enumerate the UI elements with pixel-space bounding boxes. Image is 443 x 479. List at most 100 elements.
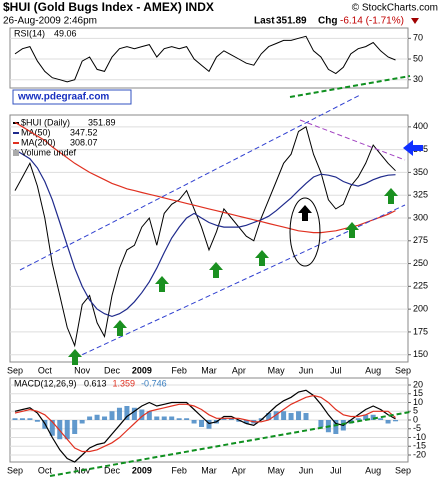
histogram-bar <box>49 420 55 436</box>
y-tick-label: 400 <box>413 121 428 131</box>
y-tick-label: 325 <box>413 190 428 200</box>
last-label: Last <box>254 16 275 27</box>
x-tick-label: Apr <box>232 365 246 375</box>
x-tick-label: Mar <box>201 365 217 375</box>
histogram-bar <box>102 416 108 420</box>
rsi-trend <box>289 75 411 98</box>
histogram-bar <box>266 413 272 420</box>
y-tick-label: 275 <box>413 235 428 245</box>
histogram-bar <box>191 420 197 424</box>
y-tick-label: 300 <box>413 212 428 222</box>
x-tick-label: Jul <box>330 465 342 475</box>
y-tick-label: 225 <box>413 281 428 291</box>
y-tick-label: 200 <box>413 304 428 314</box>
y-tick-label: 350 <box>413 167 428 177</box>
indicator-value: -0.746 <box>141 378 167 388</box>
histogram-bar <box>131 407 137 420</box>
change-value: -6.14 (-1.71%) <box>340 16 404 27</box>
y-tick-label: -20 <box>413 449 426 459</box>
data-line <box>14 389 396 463</box>
histogram-bar <box>303 413 309 420</box>
histogram-bar <box>243 420 249 424</box>
x-tick-label: Jun <box>299 365 314 375</box>
data-line <box>14 121 396 234</box>
panel-frame <box>9 114 409 363</box>
legend-name: $HUI (Daily) <box>21 117 70 127</box>
histogram-bar <box>146 411 152 420</box>
timestamp: 26-Aug-2009 2:46pm <box>3 16 97 27</box>
y-tick-label: -10 <box>413 432 426 442</box>
x-tick-label: Sep <box>7 465 23 475</box>
histogram-bar <box>184 418 190 420</box>
y-tick-label: 5 <box>413 406 418 416</box>
header-title: $HUI (Gold Bugs Index - AMEX) INDX <box>3 0 214 14</box>
histogram-bar <box>124 406 130 420</box>
data-line <box>14 394 396 453</box>
x-tick-label: May <box>268 465 286 475</box>
black-arrow <box>298 205 312 221</box>
resistance-line <box>299 119 406 161</box>
source: © StockCharts.com <box>352 3 438 14</box>
x-tick-label: Sep <box>395 365 411 375</box>
x-tick-label: Dec <box>104 465 121 475</box>
last-value: 351.89 <box>276 16 307 27</box>
legend-name: MA(200) <box>21 137 56 147</box>
x-tick-label: Aug <box>365 465 381 475</box>
x-tick-label: Oct <box>38 365 53 375</box>
histogram-bar <box>206 420 212 429</box>
x-tick-label: Nov <box>74 365 91 375</box>
legend-name: Volume undef <box>21 147 77 157</box>
y-tick-label: 15 <box>413 388 423 398</box>
histogram-bar <box>199 420 205 427</box>
data-line <box>14 126 396 348</box>
histogram-bar <box>221 418 227 420</box>
x-tick-label: Feb <box>171 365 187 375</box>
indicator-value: 49.06 <box>54 28 77 38</box>
y-tick-label: 20 <box>413 379 423 389</box>
channel-lower <box>74 204 406 359</box>
x-tick-label: Jul <box>330 365 342 375</box>
histogram-bar <box>12 418 18 420</box>
histogram-bar <box>169 416 175 420</box>
histogram-bar <box>333 420 339 434</box>
y-tick-label: 250 <box>413 258 428 268</box>
x-tick-label: Dec <box>104 365 121 375</box>
x-tick-label: Sep <box>395 465 411 475</box>
macd-trend <box>49 411 411 477</box>
annotations <box>19 75 423 477</box>
x-tick-label: 2009 <box>132 465 152 475</box>
x-tick-label: 2009 <box>132 365 152 375</box>
histogram-bar <box>385 420 391 424</box>
histogram-bar <box>236 420 242 422</box>
histogram-bar <box>94 414 100 420</box>
y-tick-label: -15 <box>413 441 426 451</box>
histogram-bar <box>154 416 160 420</box>
histogram-bar <box>273 411 279 420</box>
histogram-bar <box>296 411 302 420</box>
histogram-bar <box>318 420 324 427</box>
legend-swatch <box>13 150 19 156</box>
indicator-label: RSI(14) <box>14 28 45 38</box>
x-tick-label: Aug <box>365 365 381 375</box>
y-tick-label: -5 <box>413 423 421 433</box>
indicator-value: 1.359 <box>113 378 136 388</box>
y-tick-label: 150 <box>413 349 428 359</box>
legend-value: 308.07 <box>70 137 98 147</box>
website-box[interactable] <box>12 89 132 105</box>
histogram-bar <box>370 414 376 420</box>
histogram-bar <box>72 420 78 434</box>
website[interactable]: www.pdegraaf.com <box>17 92 109 103</box>
change-label: Chg <box>318 16 337 27</box>
indicator-value: 0.613 <box>84 378 107 388</box>
x-tick-label: Feb <box>171 465 187 475</box>
ellipse <box>289 197 321 267</box>
x-tick-label: Sep <box>7 365 23 375</box>
y-tick-label: 30 <box>413 74 423 84</box>
histogram-bar <box>19 418 25 420</box>
histogram-bar <box>393 420 399 422</box>
histogram-bar <box>355 418 361 420</box>
histogram-bar <box>281 411 287 420</box>
histogram-bar <box>139 409 145 420</box>
blue-arrow <box>403 140 423 156</box>
